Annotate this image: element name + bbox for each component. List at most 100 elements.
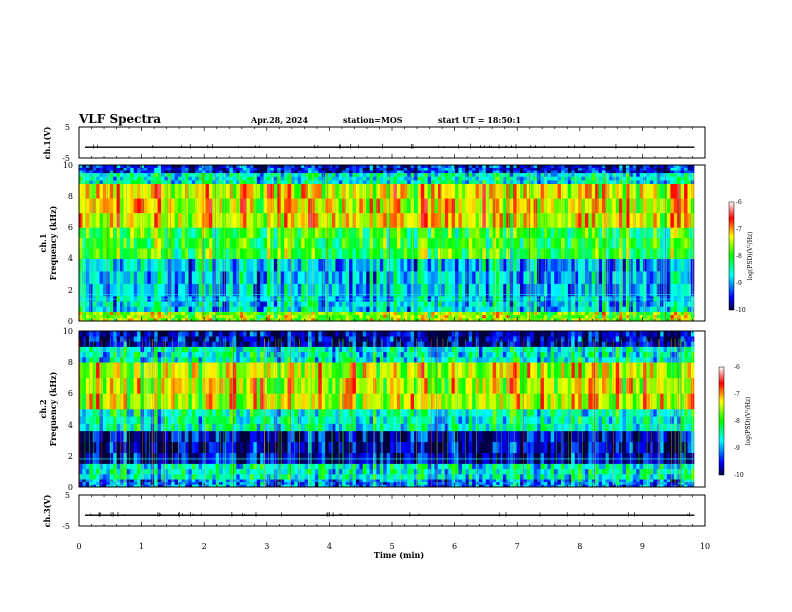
spectrogram-cell [386, 227, 391, 239]
spectrogram-cell [191, 336, 196, 342]
spectrogram-cell [584, 172, 589, 177]
spectrogram-cell [191, 479, 196, 483]
spectrogram-cell [181, 283, 186, 297]
spectrogram-cell [369, 170, 374, 174]
spectrogram-cell [273, 165, 278, 168]
spectrogram-cell [608, 311, 613, 316]
spectrogram-cell [154, 170, 159, 174]
spectrogram-cell [212, 183, 217, 199]
spectrogram-cell [540, 212, 545, 228]
spectrogram-cell [109, 283, 114, 297]
spectrogram-cell [574, 183, 579, 199]
spectrogram-cell [79, 258, 83, 272]
spectrogram-cell [143, 170, 148, 174]
spectrogram-cell [191, 248, 196, 259]
spectrogram-cell [328, 227, 333, 239]
spectrogram-cell [243, 317, 247, 322]
spectrogram-cell [191, 165, 196, 168]
spectrogram-cell [318, 183, 323, 199]
spectrogram-cell [287, 301, 292, 307]
spectrogram-cell [448, 170, 453, 174]
spectrogram-cell [533, 317, 538, 322]
spectrogram-cell [366, 176, 370, 181]
spectrogram-cell [208, 409, 213, 417]
spectrogram-cell [509, 172, 514, 177]
spectrogram-cell [424, 311, 429, 316]
spectrogram-cell [625, 248, 630, 259]
spectrogram-cell [102, 484, 107, 488]
spectrogram-cell [526, 172, 531, 177]
spectrogram-cell [79, 463, 83, 470]
spectrogram-cell [301, 283, 306, 297]
spectrogram-cell [89, 167, 94, 171]
spectrogram-cell [133, 311, 138, 316]
spectrogram-cell [239, 212, 244, 228]
spectrogram-cell [202, 183, 206, 199]
spectrogram-cell [287, 311, 292, 316]
spectrogram-cell [591, 198, 596, 214]
spectrogram-cell [171, 237, 176, 249]
spectrogram-cell [208, 212, 213, 228]
spectrogram-cell [178, 306, 182, 312]
spectrogram-cell [301, 314, 306, 319]
spectrogram-cell [489, 271, 494, 284]
spectrogram-cell [373, 172, 377, 177]
spectrogram-cell [571, 311, 576, 316]
ch1-waveform-ticks [78, 127, 706, 158]
spectrogram-cell [393, 237, 398, 249]
spectrogram-cell [472, 283, 476, 297]
spectrogram-cell [126, 423, 131, 432]
spectrogram-cell [478, 170, 483, 174]
spectrogram-cell [643, 176, 647, 181]
spectrogram-cell [102, 474, 107, 480]
spectrogram-cell [591, 283, 596, 297]
spectrogram-cell [311, 170, 316, 174]
spectrogram-cell [301, 237, 306, 249]
spectrogram-cell [499, 248, 504, 259]
spectrogram-cell [89, 314, 94, 319]
spectrogram-cell [561, 183, 565, 199]
spectrogram-cell [393, 183, 398, 199]
spectrogram-cell [184, 341, 189, 347]
spectrogram-cell [287, 227, 292, 239]
spectrogram-cell [191, 283, 196, 297]
spectrogram-cell [178, 172, 182, 177]
spectrogram-cell [598, 317, 603, 322]
spectrogram-cell [256, 212, 261, 228]
spectrogram-cell [181, 336, 186, 342]
spectrogram-cell [304, 170, 309, 174]
spectrogram-cell [472, 237, 476, 249]
spectrogram-cell [113, 176, 118, 181]
spectrogram-cell [232, 314, 237, 319]
spectrogram-cell [533, 258, 538, 272]
spectrogram-cell [215, 167, 220, 171]
spectrogram-cell [625, 258, 630, 272]
spectrogram-cell [373, 271, 377, 284]
spectrogram-cell [181, 362, 186, 379]
spectrogram-cell [386, 183, 391, 199]
spectrogram-cell [461, 167, 466, 171]
spectrogram-cell [205, 311, 210, 316]
spectrogram-cell [366, 227, 370, 239]
spectrogram-cell [109, 198, 114, 214]
spectrogram-cell [284, 227, 288, 239]
spectrogram-cell [581, 170, 586, 174]
spectrogram-cell [331, 172, 336, 177]
spectrogram-cell [636, 170, 641, 174]
spectrogram-cell [116, 423, 121, 432]
spectrogram-cell [79, 212, 83, 228]
spectrogram-cell [417, 317, 422, 322]
spectrogram-cell [102, 301, 107, 307]
spectrogram-cell [143, 227, 148, 239]
spectrogram-cell [649, 165, 654, 168]
spectrogram-cell [625, 183, 630, 199]
spectrogram-cell [208, 271, 213, 284]
spectrogram-cell [164, 474, 169, 480]
spectrogram-cell [284, 306, 288, 312]
spectrogram-cell [673, 198, 678, 214]
spectrogram-cell [520, 306, 524, 312]
spectrogram-cell [482, 198, 487, 214]
spectrogram-cell [284, 271, 288, 284]
spectrogram-cell [499, 165, 504, 168]
spectrogram-cell [622, 165, 627, 168]
